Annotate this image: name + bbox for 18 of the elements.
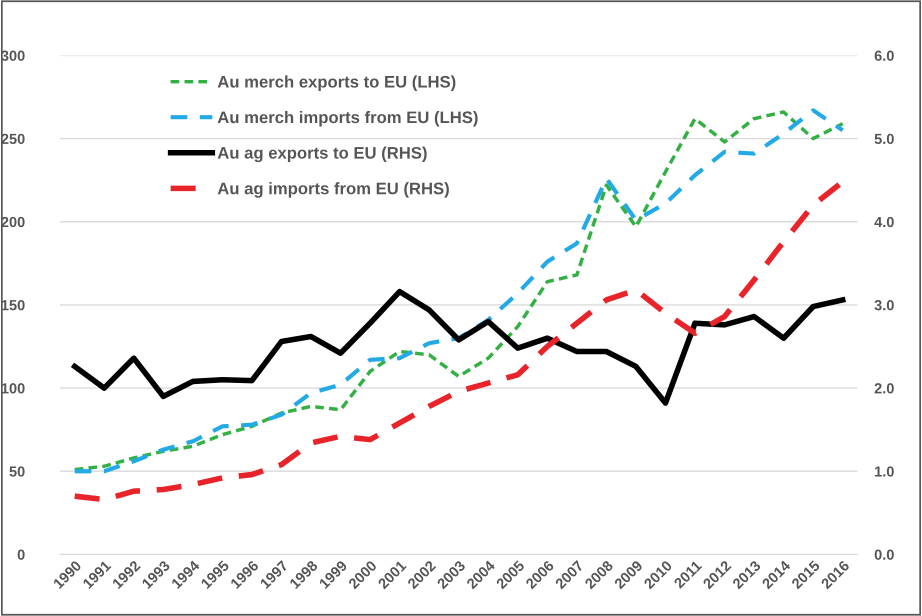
y-tick-label: 200: [1, 216, 25, 228]
y-tick-label: 100: [2, 383, 25, 394]
y-tick-label: 0: [18, 550, 25, 560]
y2-tick-label: 5.0: [874, 134, 894, 144]
y2-tick-label: 4.0: [874, 216, 894, 228]
legend-label: Au ag imports from EU (RHS): [218, 182, 449, 198]
y2-tick-label: 1.0: [875, 466, 894, 477]
legend-label: Au merch imports from EU (LHS): [218, 110, 478, 127]
legend-label: Au merch exports to EU (LHS): [218, 75, 456, 91]
y-tick-label: 50: [9, 466, 25, 477]
y2-tick-label: 3.0: [874, 300, 894, 310]
y-tick-label: 250: [1, 134, 25, 144]
y2-tick-label: 0.0: [874, 550, 894, 560]
y2-tick-label: 2.0: [874, 383, 894, 394]
y2-tick-label: 6.0: [874, 50, 894, 61]
y-tick-label: 150: [2, 300, 25, 310]
y-tick-label: 300: [1, 50, 25, 61]
legend-label: Au ag exports to EU (RHS): [218, 146, 427, 162]
